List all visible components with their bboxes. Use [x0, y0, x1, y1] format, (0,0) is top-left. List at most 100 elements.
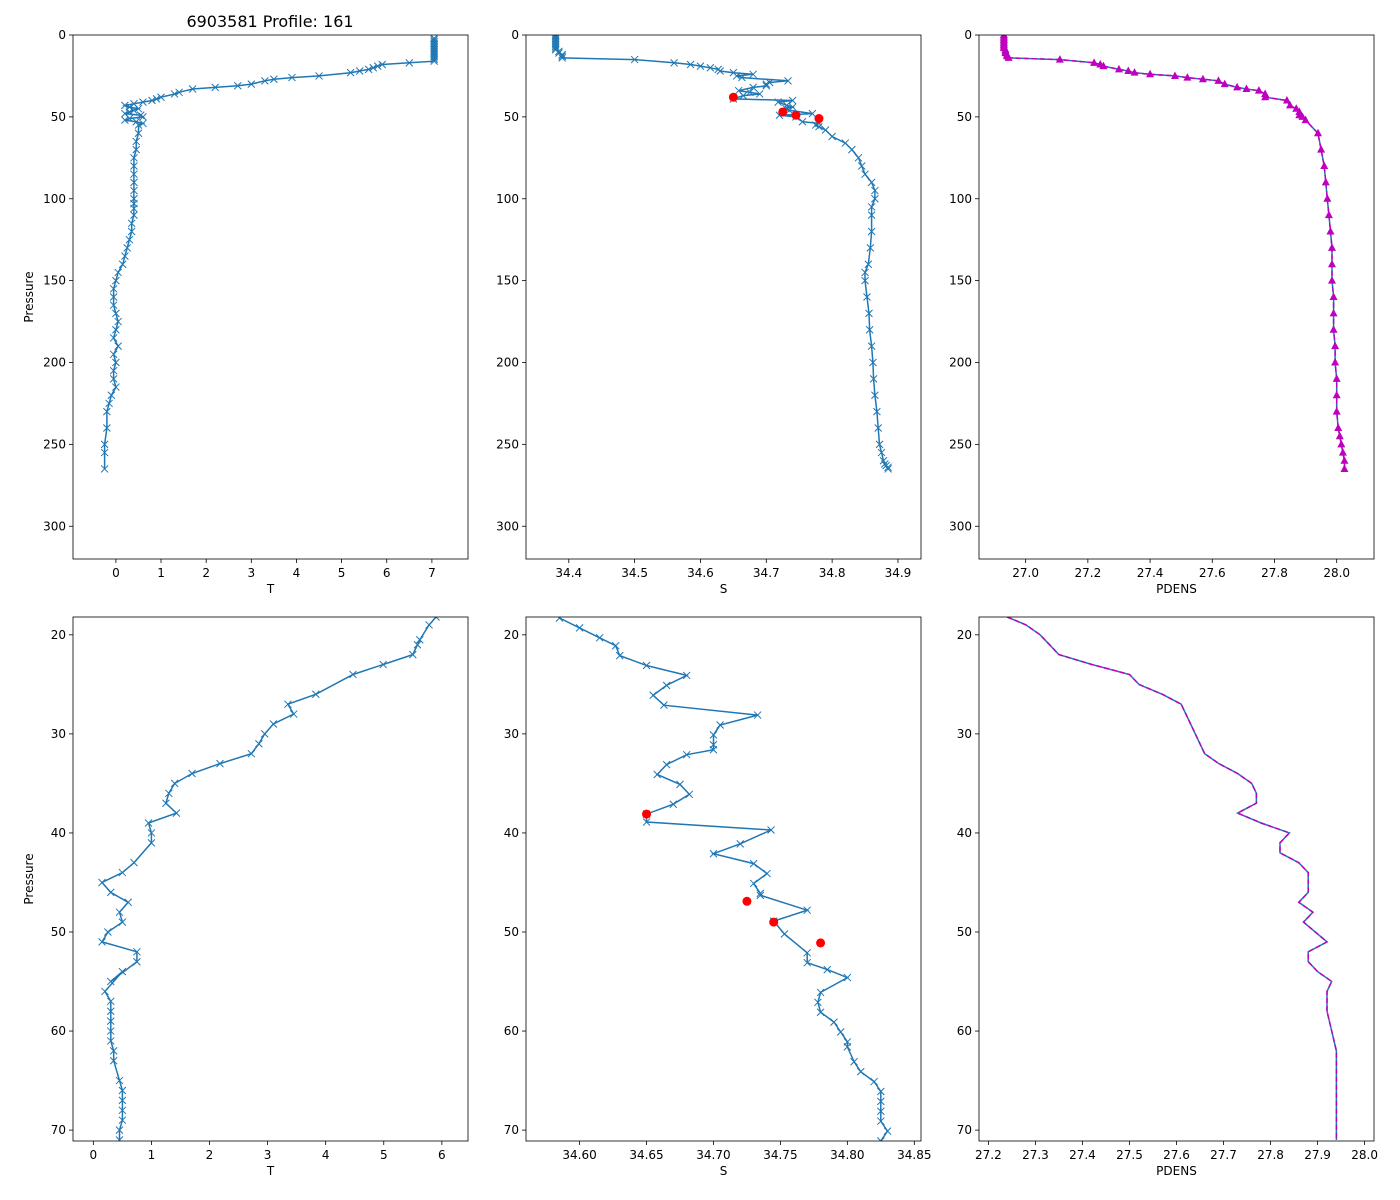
triangle-marker: [1340, 456, 1349, 464]
x-marker: [121, 116, 129, 125]
x-tick-label: 27.8: [1261, 566, 1288, 580]
x-marker: [261, 76, 269, 85]
x-marker: [864, 260, 873, 269]
x-marker: [709, 731, 718, 739]
x-marker: [115, 1126, 124, 1134]
x-marker: [883, 1127, 892, 1135]
y-tick-label: 0: [964, 28, 972, 42]
x-marker: [121, 101, 129, 110]
series-line: [1003, 35, 1346, 469]
x-tick-label: 2: [202, 566, 210, 580]
x-marker: [821, 126, 830, 134]
x-marker: [124, 898, 133, 907]
x-marker: [866, 244, 875, 252]
flagged-point: [642, 809, 652, 819]
x-marker: [162, 799, 170, 808]
x-marker: [118, 1116, 127, 1125]
x-marker: [850, 1057, 858, 1066]
triangle-marker: [1328, 259, 1337, 268]
x-marker: [816, 1008, 825, 1017]
x-marker: [798, 117, 807, 126]
x-marker: [653, 770, 662, 779]
y-axis-label: Pressure: [22, 271, 36, 322]
y-tick-label: 40: [51, 826, 66, 840]
x-marker: [134, 104, 143, 113]
triangle-marker: [1332, 407, 1341, 415]
triangle-marker: [1286, 100, 1295, 109]
x-tick-label: 27.2: [1074, 566, 1101, 580]
x-marker: [139, 113, 147, 121]
x-marker: [139, 98, 147, 106]
x-tick-label: 34.65: [629, 1148, 663, 1162]
x-marker: [157, 93, 165, 102]
x-marker: [595, 633, 604, 642]
x-marker: [106, 1037, 115, 1045]
chart-bottom-T: 0 1 2 3 4 5 6 20 30 40 50 60 70 T Pressure: [22, 616, 469, 1178]
y-axis-label: Pressure: [22, 853, 36, 904]
x-marker: [118, 918, 127, 926]
y-tick-label: 50: [957, 110, 972, 124]
plot-area: [999, 35, 1349, 472]
x-tick-label: 27.4: [1137, 566, 1164, 580]
series-line: [554, 35, 889, 469]
x-tick-label: 34.60: [562, 1148, 596, 1162]
x-tick-label: 1: [157, 566, 165, 580]
x-tick-label: 34.4: [555, 566, 582, 580]
x-marker: [669, 800, 678, 809]
triangle-marker: [1124, 66, 1133, 75]
x-marker: [211, 83, 220, 92]
x-tick-label: 27.4: [1069, 1148, 1096, 1162]
x-tick-label: 34.8: [819, 566, 846, 580]
x-tick-label: 28.0: [1351, 1148, 1378, 1162]
x-marker: [716, 67, 725, 75]
x-marker: [109, 334, 118, 342]
x-marker: [98, 938, 106, 946]
chart-top-PDENS: 27.0 27.2 27.4 27.6 27.8 28.0 0 50 100 150 200 250 3…: [949, 28, 1375, 596]
x-marker: [289, 710, 298, 718]
y-tick-label: 300: [496, 519, 519, 533]
y-tick-label: 150: [43, 274, 66, 288]
x-marker: [869, 375, 878, 383]
x-axis-label: S: [720, 582, 728, 596]
triangle-marker: [1335, 431, 1344, 440]
x-marker: [233, 81, 242, 90]
x-marker: [803, 958, 812, 967]
y-tick-label: 30: [957, 727, 972, 741]
x-tick-label: 1: [148, 1148, 156, 1162]
x-marker: [662, 760, 671, 769]
x-marker: [355, 67, 364, 75]
x-marker: [270, 75, 278, 84]
triangle-marker: [1328, 243, 1337, 251]
x-marker: [682, 671, 691, 680]
x-marker: [756, 891, 765, 900]
x-marker: [103, 928, 112, 936]
x-marker: [103, 407, 111, 416]
x-marker: [133, 947, 141, 956]
triangle-marker: [1324, 210, 1333, 219]
x-marker: [857, 162, 866, 170]
series-line-dashed: [1003, 35, 1346, 469]
x-marker: [106, 977, 115, 986]
x-marker: [130, 106, 138, 115]
y-tick-label: 60: [957, 1024, 972, 1038]
series-line: [559, 617, 889, 1141]
x-marker: [109, 375, 118, 383]
y-tick-label: 70: [504, 1123, 519, 1137]
x-tick-label: 34.75: [763, 1148, 797, 1162]
axes-frame: [72, 34, 469, 560]
x-marker: [247, 80, 256, 88]
x-marker: [288, 73, 296, 82]
x-marker: [164, 789, 173, 798]
x-marker: [115, 1136, 124, 1141]
series-line: [100, 617, 437, 1140]
y-tick-label: 200: [949, 356, 972, 370]
triangle-marker: [1334, 423, 1343, 431]
y-tick-label: 60: [504, 1024, 519, 1038]
chart-top-S: 34.4 34.5 34.6 34.7 34.8 34.9 0 50 100 150 200 250 3…: [496, 28, 922, 596]
series-line: [1006, 617, 1338, 1140]
x-marker: [148, 96, 156, 105]
triangle-marker: [1337, 439, 1346, 448]
x-marker: [848, 145, 856, 154]
x-marker: [109, 350, 118, 359]
y-tick-label: 50: [504, 925, 519, 939]
